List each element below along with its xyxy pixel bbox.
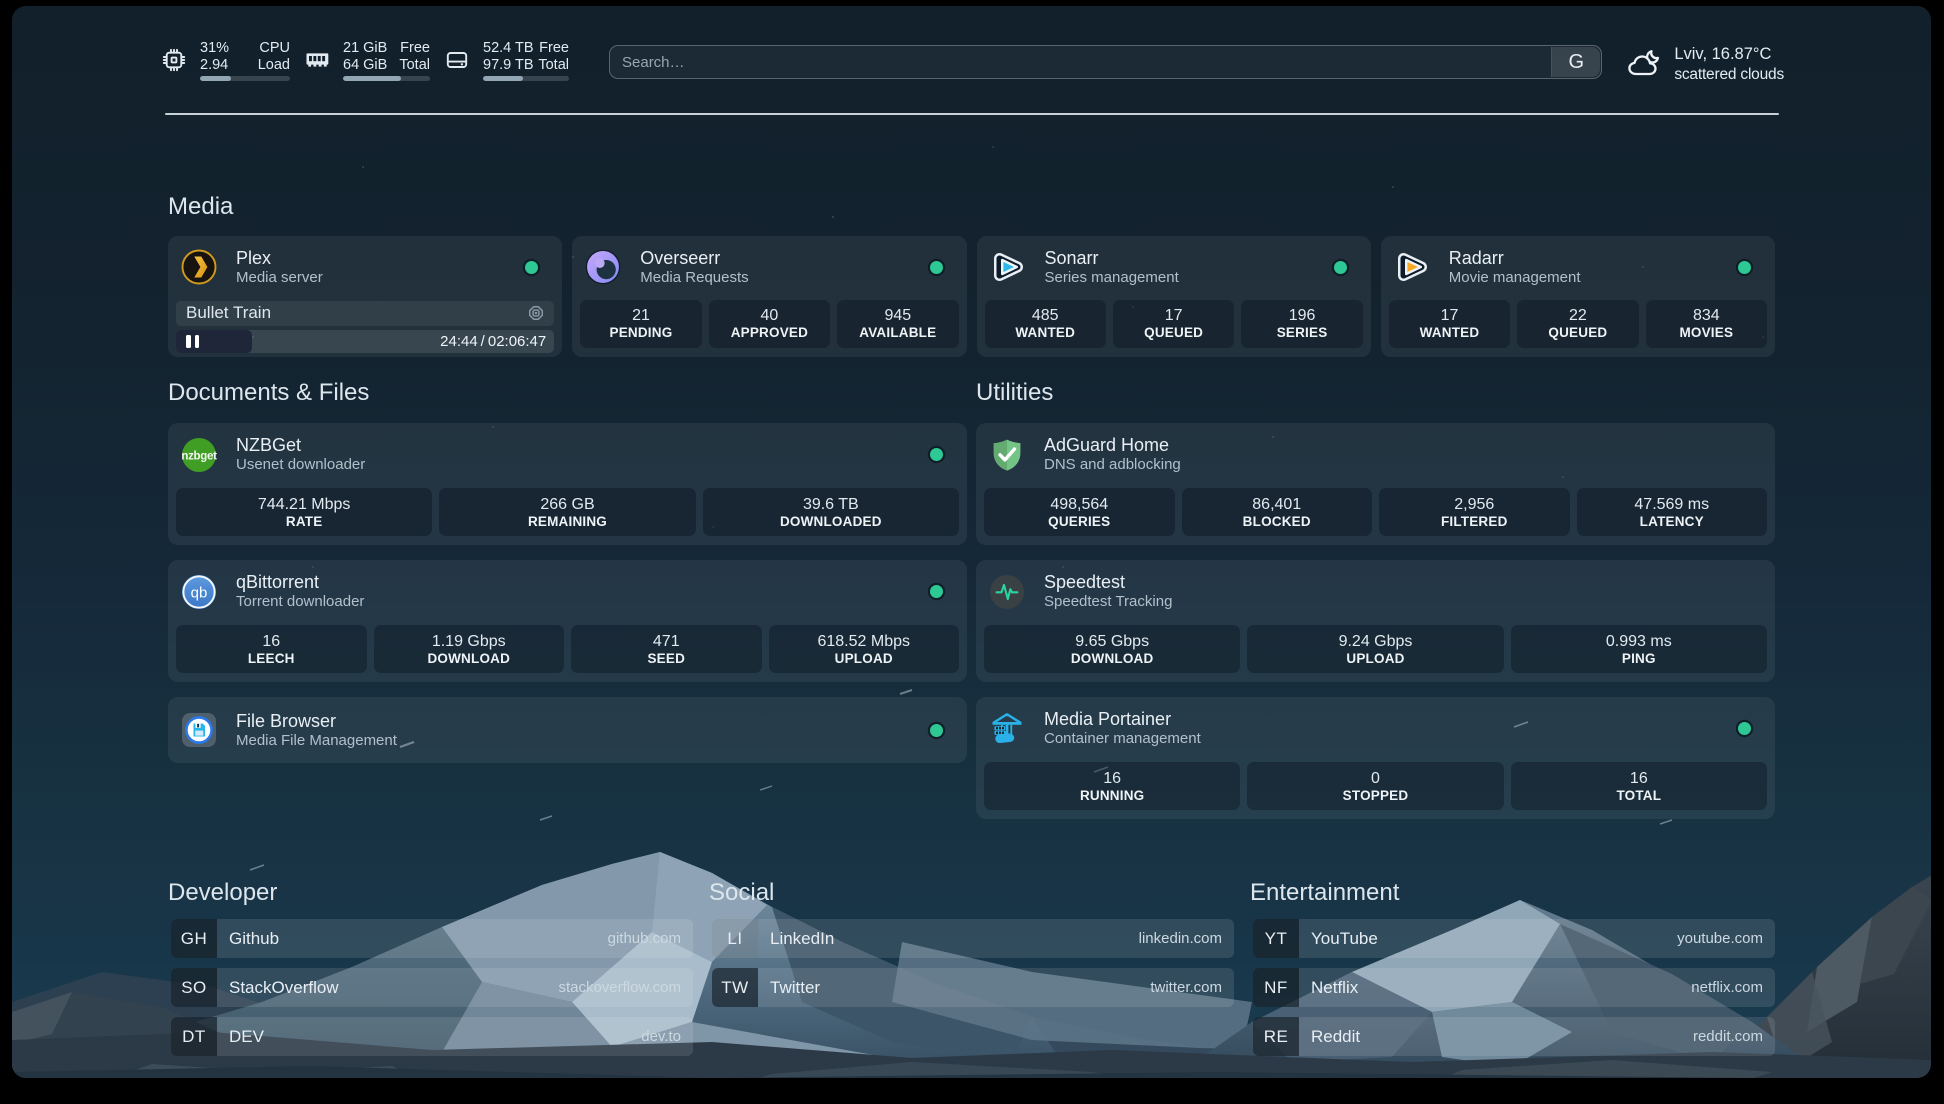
svg-text:qb: qb [191, 584, 208, 601]
svg-text:nzbget: nzbget [181, 450, 217, 462]
